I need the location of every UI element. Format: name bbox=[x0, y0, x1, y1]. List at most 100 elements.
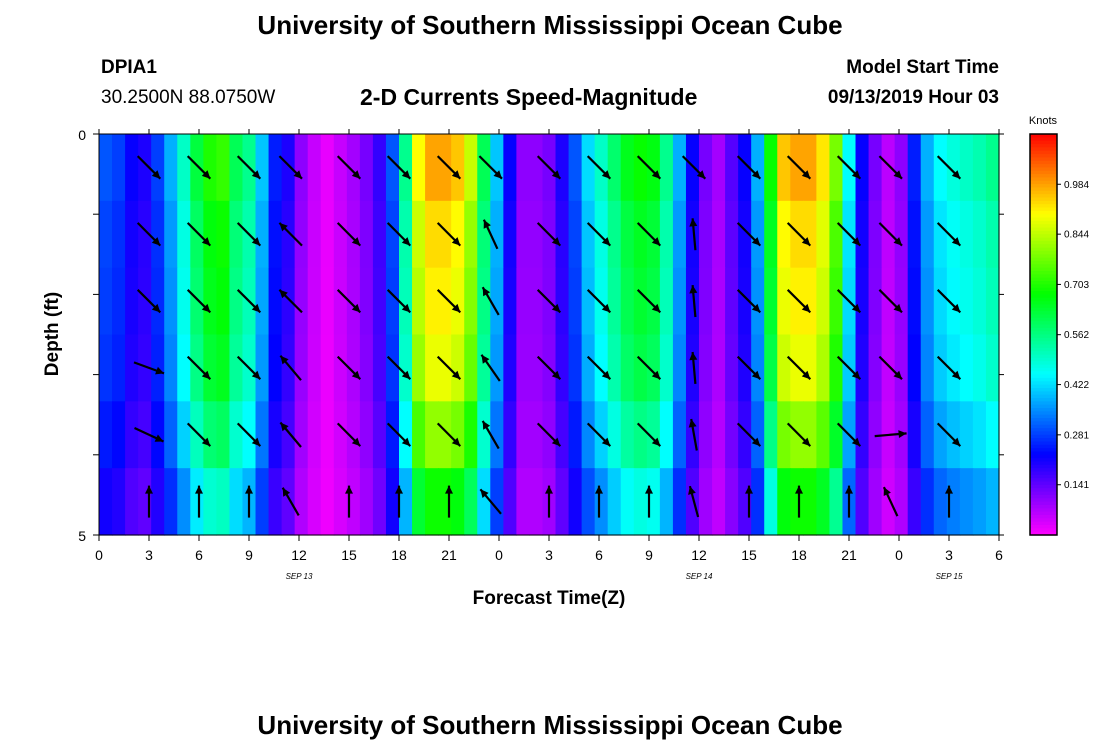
heatmap-cell bbox=[281, 134, 296, 202]
current-arrow bbox=[195, 485, 203, 518]
heatmap-cell bbox=[529, 401, 544, 469]
heatmap-cell bbox=[333, 134, 348, 202]
heatmap-cell bbox=[738, 401, 752, 469]
arrow-head bbox=[545, 485, 553, 494]
arrow-head bbox=[145, 485, 153, 494]
heatmap-cell bbox=[385, 401, 400, 469]
current-arrow bbox=[281, 487, 300, 516]
current-arrow bbox=[736, 155, 762, 180]
colorbar-swatch bbox=[1030, 247, 1057, 252]
heatmap-cell bbox=[555, 267, 570, 336]
heatmap-cell bbox=[581, 468, 596, 536]
heatmap-cell bbox=[829, 334, 844, 402]
arrow-head bbox=[251, 303, 261, 313]
x-tick-label: 3 bbox=[145, 547, 153, 563]
heatmap-cell bbox=[255, 134, 270, 202]
arrow-head bbox=[898, 430, 907, 438]
arrow-head bbox=[251, 237, 261, 246]
colorbar-swatch bbox=[1030, 244, 1057, 249]
heatmap-cell bbox=[725, 468, 739, 536]
heatmap-cell bbox=[320, 334, 335, 402]
heatmap-cell bbox=[464, 200, 478, 269]
colorbar-swatch bbox=[1030, 521, 1057, 526]
heatmap-cell bbox=[581, 334, 596, 402]
heatmap-cell bbox=[607, 334, 622, 402]
heatmap-cell bbox=[855, 468, 870, 536]
arrow-head bbox=[251, 437, 261, 447]
current-arrow bbox=[386, 422, 412, 447]
colorbar-swatch bbox=[1030, 471, 1057, 476]
heatmap-cell bbox=[581, 401, 596, 469]
heatmap-cell bbox=[712, 200, 726, 269]
heatmap-cell bbox=[464, 468, 478, 536]
colorbar-swatch bbox=[1030, 404, 1057, 409]
colorbar-swatch bbox=[1030, 284, 1057, 289]
arrow-head bbox=[801, 237, 811, 246]
heatmap-cell bbox=[712, 267, 726, 336]
heatmap-cell bbox=[516, 334, 531, 402]
current-arrow bbox=[786, 155, 812, 180]
current-arrow bbox=[279, 421, 302, 448]
heatmap-cell bbox=[125, 334, 139, 402]
heatmap-cell bbox=[438, 401, 452, 469]
heatmap-cell bbox=[138, 134, 152, 202]
colorbar-swatch bbox=[1030, 334, 1057, 339]
heatmap-cell bbox=[620, 401, 635, 469]
heatmap-cell bbox=[607, 200, 622, 269]
x-tick-label: 9 bbox=[645, 547, 653, 563]
heatmap-cell bbox=[972, 401, 987, 469]
colorbar-swatch bbox=[1030, 351, 1057, 356]
heatmap-cell bbox=[868, 267, 883, 336]
heatmap-cell bbox=[803, 334, 817, 402]
heatmap-cell bbox=[920, 200, 935, 269]
heatmap-cell bbox=[646, 334, 661, 402]
current-arrow bbox=[536, 355, 562, 380]
current-arrow bbox=[278, 222, 303, 247]
heatmap-cell bbox=[738, 267, 752, 336]
current-arrow bbox=[786, 289, 812, 314]
current-arrow bbox=[878, 355, 903, 380]
colorbar-swatch bbox=[1030, 408, 1057, 412]
current-arrow bbox=[336, 155, 362, 180]
current-arrow bbox=[688, 485, 700, 518]
current-arrow bbox=[586, 289, 612, 314]
heatmap-cell bbox=[790, 200, 804, 269]
heatmap-cell bbox=[490, 334, 504, 402]
heatmap-cell bbox=[959, 334, 974, 402]
current-arrow bbox=[636, 355, 662, 380]
colorbar-swatch bbox=[1030, 377, 1057, 382]
heatmap-cell bbox=[255, 267, 270, 336]
heatmap-cell bbox=[372, 401, 387, 469]
heatmap-cell bbox=[555, 200, 570, 269]
current-arrow bbox=[936, 289, 962, 314]
colorbar-swatch bbox=[1030, 144, 1057, 148]
colorbar-swatch bbox=[1030, 524, 1057, 529]
colorbar-tick-label: 0.422 bbox=[1064, 380, 1089, 391]
arrow-head bbox=[651, 237, 661, 246]
arrow-head bbox=[151, 237, 161, 246]
heatmap-cell bbox=[320, 200, 335, 269]
current-arrow bbox=[586, 422, 612, 447]
heatmap-cell bbox=[203, 334, 217, 402]
heatmap-cell bbox=[985, 468, 1000, 536]
arrow-head bbox=[201, 437, 211, 447]
heatmap-cell bbox=[177, 401, 191, 469]
current-arrow bbox=[536, 422, 562, 447]
arrow-head bbox=[883, 487, 891, 496]
colorbar-swatch bbox=[1030, 207, 1057, 212]
current-arrow bbox=[836, 222, 862, 247]
colorbar-tick-label: 0.281 bbox=[1064, 430, 1089, 441]
current-arrow bbox=[278, 289, 303, 314]
colorbar-swatch bbox=[1030, 401, 1057, 406]
heatmap-cell bbox=[464, 401, 478, 469]
heatmap-cell bbox=[177, 334, 191, 402]
heatmap-cell bbox=[594, 401, 609, 469]
heatmap-cell bbox=[568, 401, 583, 469]
heatmap-cell bbox=[99, 401, 113, 469]
colorbar-swatch bbox=[1030, 361, 1057, 366]
heatmap-cell bbox=[490, 401, 504, 469]
colorbar-swatch bbox=[1030, 434, 1057, 439]
arrow-head bbox=[245, 485, 253, 494]
current-arrow bbox=[136, 155, 162, 180]
heatmap-cell bbox=[112, 468, 126, 536]
